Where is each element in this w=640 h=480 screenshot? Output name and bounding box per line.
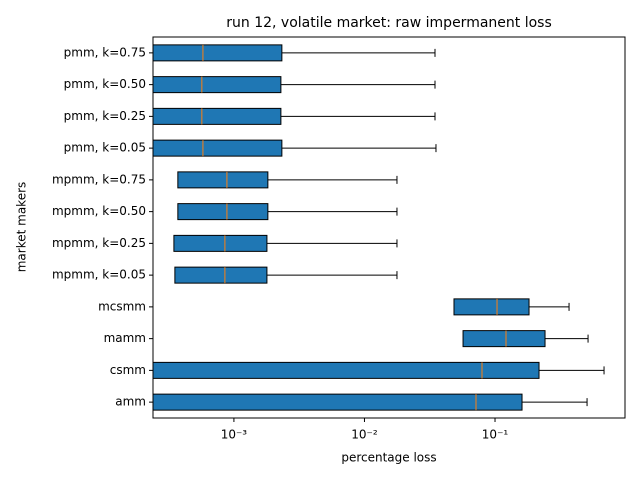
box: [177, 203, 269, 221]
y-tick-label: pmm, k=0.50: [64, 77, 146, 91]
y-tick-label: mcsmm: [98, 299, 146, 313]
y-tick-label: pmm, k=0.05: [64, 141, 146, 155]
box: [152, 361, 540, 379]
y-tick-label: mpmm, k=0.05: [52, 268, 146, 282]
chart-title: run 12, volatile market: raw impermanent…: [226, 15, 552, 31]
plot-frame: [152, 36, 626, 419]
y-axis-label: market makers: [15, 182, 29, 273]
box: [462, 330, 546, 348]
box: [453, 298, 530, 316]
box: [177, 171, 269, 189]
y-tick-label: mamm: [104, 331, 146, 345]
x-tick-label: 10⁻³: [221, 428, 248, 442]
y-tick-label: pmm, k=0.75: [64, 45, 146, 59]
x-axis-label: percentage loss: [341, 451, 436, 465]
box: [152, 139, 283, 157]
box: [174, 266, 268, 284]
y-tick-label: pmm, k=0.25: [64, 109, 146, 123]
y-tick-label: mpmm, k=0.50: [52, 204, 146, 218]
box: [152, 393, 523, 411]
box: [152, 44, 283, 62]
y-tick-label: mpmm, k=0.25: [52, 236, 146, 250]
box: [173, 234, 268, 252]
x-tick-label: 10⁻²: [351, 428, 378, 442]
box: [152, 76, 282, 94]
box: [152, 107, 282, 125]
x-tick-label: 10⁻¹: [482, 428, 509, 442]
y-tick-label: csmm: [110, 363, 146, 377]
y-tick-label: amm: [115, 395, 146, 409]
y-tick-label: mpmm, k=0.75: [52, 172, 146, 186]
